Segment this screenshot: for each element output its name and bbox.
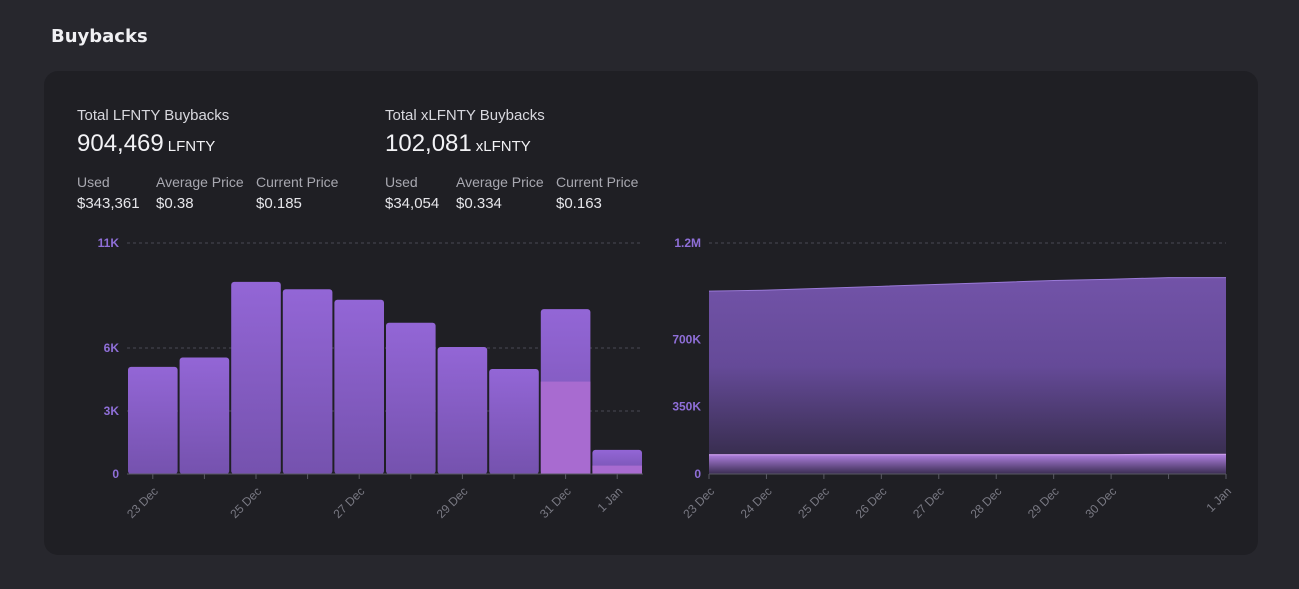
bar-y-tick: 11K [98,236,120,250]
bar-y-tick: 3K [104,404,120,418]
area-x-tick: 23 Dec [680,484,717,521]
bar-x-tick: 27 Dec [331,484,368,521]
bar [386,322,436,474]
area-x-tick: 29 Dec [1025,484,1062,521]
bar [489,369,539,474]
xlfnty-area-chart: 0 350K 700K 1.2M 23 Dec 24 Dec 25 Dec 26 Dec 27 … [672,236,1234,521]
bar-x-tick: 1 Jan [595,484,626,515]
bar [128,366,178,474]
bar [282,289,333,474]
area-y-tick: 0 [694,467,701,481]
bar-x-tick: 29 Dec [434,484,471,521]
area-x-tick: 24 Dec [738,484,775,521]
bar [179,357,230,474]
bar [334,299,384,474]
lfnty-used: Used $343,361 [77,174,140,212]
xlfnty-current-price: Current Price $0.163 [556,174,639,212]
xlfnty-total-value: 102,081 xLFNTY [385,130,531,157]
lfnty-total-label: Total LFNTY Buybacks [77,107,230,124]
lfnty-total-stat: Total LFNTY Buybacks 904,469 LFNTY [77,107,229,158]
bar [437,346,488,474]
area-x-tick: 28 Dec [968,484,1005,521]
area-y-tick: 700K [672,332,701,346]
area-series-secondary [709,454,1226,474]
bar-x-tick: 23 Dec [124,484,161,521]
xlfnty-unit: xLFNTY [475,138,531,155]
xlfnty-used: Used $34,054 [385,174,440,212]
page-title: Buybacks [51,26,148,47]
bar-y-tick: 6K [104,341,120,355]
xlfnty-total-label: Total xLFNTY Buybacks [385,107,545,124]
area-x-tick: 27 Dec [910,484,947,521]
lfnty-bar-chart: 0 3K 6K 11K 23 Dec 25 Dec 27 Dec 29 Dec 31 Dec 1 … [98,236,643,521]
area-x-tick: 1 Jan [1203,484,1234,515]
bar [231,281,281,474]
bar-x-tick: 25 Dec [227,484,264,521]
xlfnty-average-price: Average Price $0.334 [456,174,544,212]
area-series-total [709,277,1226,474]
bar-highlight [540,381,591,474]
area-y-tick: 350K [672,400,701,414]
lfnty-current-price: Current Price $0.185 [256,174,339,212]
area-x-tick: 25 Dec [795,484,832,521]
bar-highlight [592,465,642,474]
bar-y-tick: 0 [112,467,119,481]
lfnty-total-value: 904,469 LFNTY [77,130,216,157]
area-series-total-line [708,277,1226,292]
area-x-tick: 26 Dec [853,484,890,521]
lfnty-unit: LFNTY [167,138,216,155]
bar-x-tick: 31 Dec [537,484,574,521]
xlfnty-total-stat: Total xLFNTY Buybacks 102,081 xLFNTY [385,107,545,158]
lfnty-average-price: Average Price $0.38 [156,174,244,212]
area-y-tick: 1.2M [674,236,701,250]
area-x-tick: 30 Dec [1082,484,1119,521]
